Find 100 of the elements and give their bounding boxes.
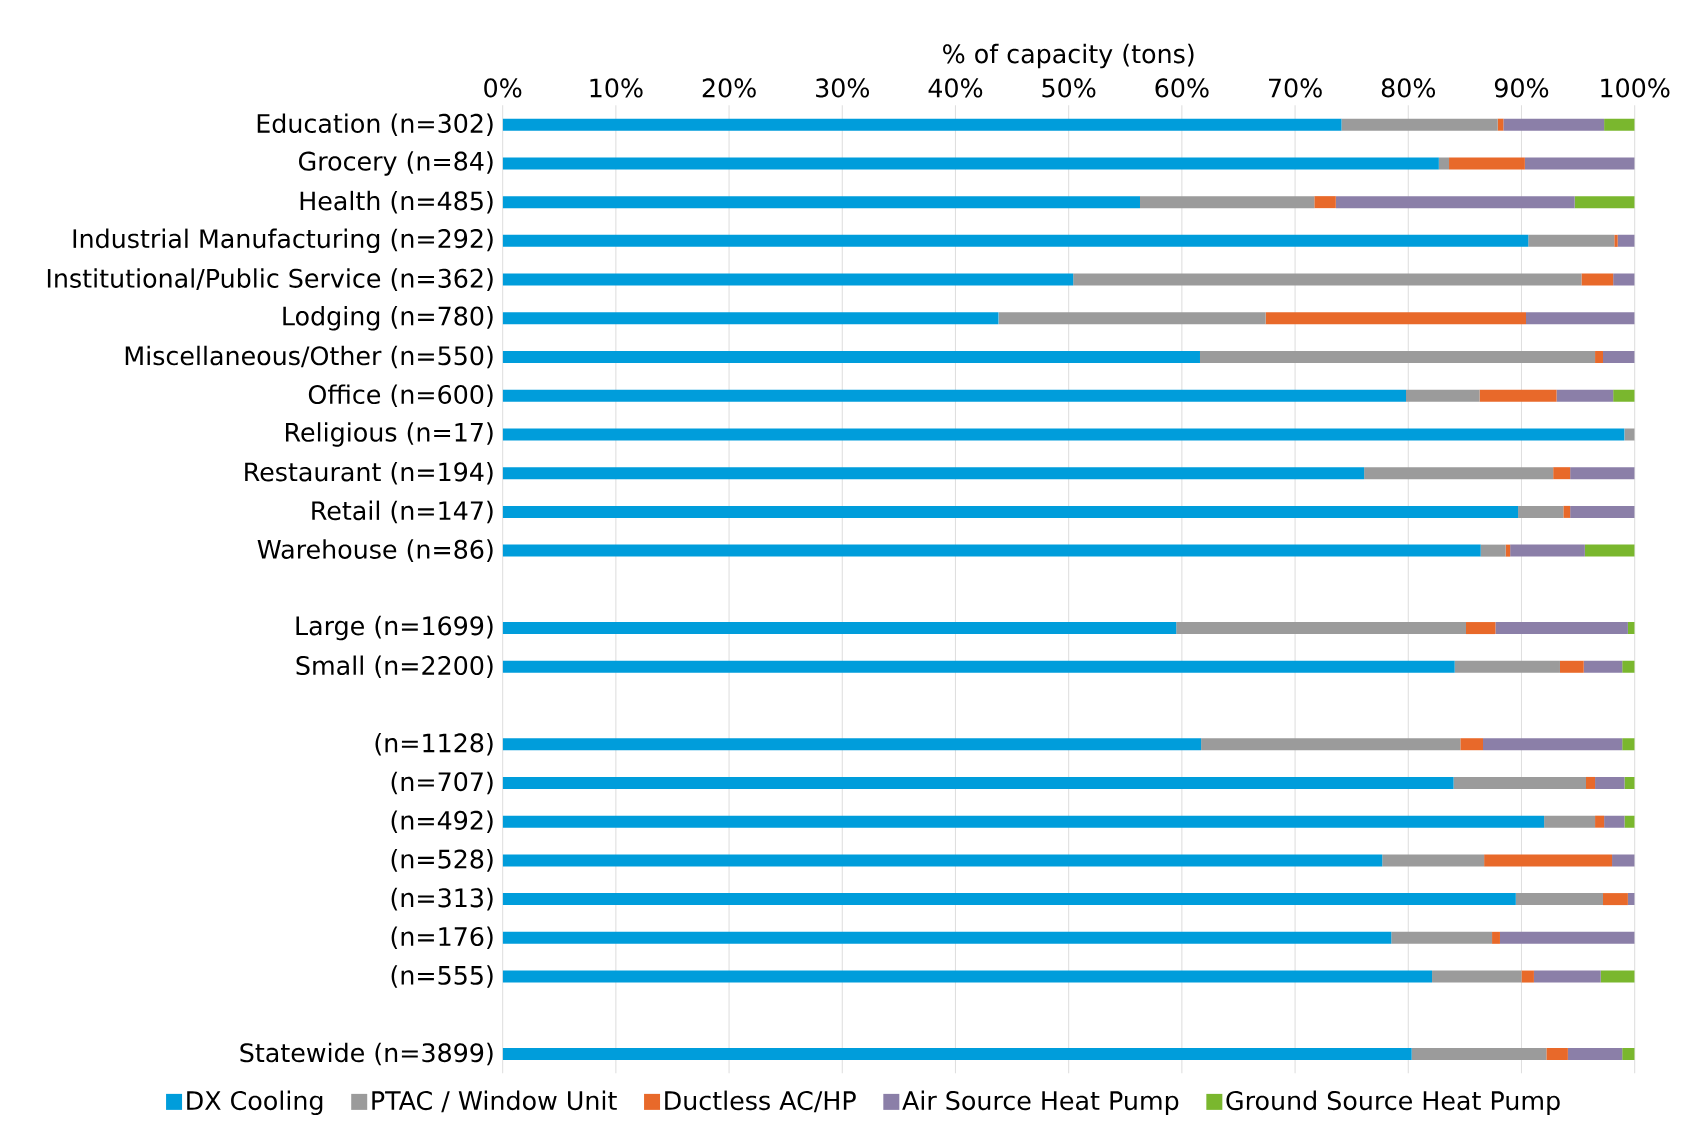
bar bbox=[1595, 776, 1625, 789]
bar bbox=[1595, 351, 1603, 364]
bar bbox=[1449, 157, 1525, 170]
bar bbox=[1524, 157, 1635, 170]
bar bbox=[1314, 196, 1336, 209]
y-tick-label: (n=528) bbox=[391, 849, 493, 872]
bar bbox=[1559, 660, 1584, 673]
bar bbox=[1622, 738, 1635, 751]
bar bbox=[1528, 234, 1615, 247]
bar bbox=[1521, 970, 1534, 983]
bar bbox=[1518, 505, 1564, 518]
y-tick-label: (n=707) bbox=[391, 771, 493, 795]
bar bbox=[502, 196, 1140, 209]
y-tick-label: Office (n=600) bbox=[308, 384, 493, 408]
bar bbox=[1391, 931, 1493, 944]
bar bbox=[502, 312, 999, 325]
bar bbox=[502, 622, 1177, 635]
bar bbox=[1492, 931, 1500, 944]
bar bbox=[502, 931, 1392, 944]
x-tick-label: 0% bbox=[484, 78, 522, 98]
bar bbox=[1614, 234, 1618, 247]
y-tick-label: (n=313) bbox=[391, 887, 493, 911]
bar bbox=[1617, 234, 1635, 247]
bar bbox=[1556, 389, 1614, 402]
bar bbox=[1570, 467, 1635, 480]
bar bbox=[1604, 118, 1635, 131]
y-tick-label: Religious (n=17) bbox=[286, 422, 493, 447]
legend-label: Ground Source Heat Pump bbox=[1226, 1090, 1560, 1116]
y-tick-label: (n=1128) bbox=[375, 732, 493, 756]
bar bbox=[1546, 1047, 1568, 1060]
bar bbox=[1584, 544, 1635, 557]
x-tick-label: 60% bbox=[1155, 78, 1209, 98]
bar bbox=[1612, 854, 1635, 867]
bar bbox=[1624, 428, 1635, 441]
bar bbox=[1432, 970, 1522, 983]
bar bbox=[502, 660, 1455, 673]
y-tick-label: Restaurant (n=194) bbox=[245, 461, 493, 485]
bar bbox=[1613, 389, 1635, 402]
bar bbox=[1482, 738, 1623, 751]
bar bbox=[998, 312, 1266, 325]
bar bbox=[1624, 815, 1635, 828]
bar bbox=[1199, 351, 1596, 364]
bar bbox=[1454, 660, 1560, 673]
bar bbox=[1335, 196, 1575, 209]
y-tick-label: Miscellaneous/Other (n=550) bbox=[125, 345, 493, 369]
y-tick-label: (n=555) bbox=[391, 965, 493, 988]
bar bbox=[1567, 1047, 1623, 1060]
x-tick-label: 100% bbox=[1601, 78, 1670, 98]
bar bbox=[1602, 351, 1635, 364]
bar bbox=[1563, 505, 1571, 518]
bar bbox=[1382, 854, 1485, 867]
bar bbox=[1460, 738, 1483, 751]
y-tick-label: Statewide (n=3899) bbox=[240, 1042, 493, 1066]
bar bbox=[1499, 931, 1635, 944]
x-tick-label: 90% bbox=[1494, 78, 1549, 98]
x-tick-label: 20% bbox=[702, 78, 756, 98]
bar bbox=[1364, 467, 1554, 480]
legend-label: PTAC / Window Unit bbox=[372, 1090, 617, 1113]
legend-label: Air Source Heat Pump bbox=[902, 1090, 1179, 1116]
y-tick-label: Industrial Manufacturing (n=292) bbox=[73, 228, 493, 254]
bar bbox=[1480, 544, 1506, 557]
bar bbox=[1411, 1047, 1547, 1060]
bar bbox=[502, 467, 1365, 480]
bar bbox=[1624, 776, 1635, 789]
bar bbox=[1453, 776, 1586, 789]
x-tick-label: 10% bbox=[590, 78, 643, 98]
y-tick-label: Lodging (n=780) bbox=[283, 306, 493, 331]
y-tick-label: Institutional/Public Service (n=362) bbox=[47, 268, 493, 291]
bar bbox=[502, 970, 1433, 983]
y-tick-label: (n=176) bbox=[391, 926, 493, 950]
legend-label: Ductless AC/HP bbox=[665, 1090, 856, 1113]
y-tick-label: Health (n=485) bbox=[300, 190, 493, 214]
bar bbox=[1622, 1047, 1635, 1060]
bar bbox=[1622, 660, 1635, 673]
bar bbox=[502, 273, 1074, 286]
bar bbox=[1526, 312, 1635, 325]
x-tick-label: 30% bbox=[816, 78, 870, 98]
bar bbox=[502, 157, 1439, 170]
x-tick-label: 40% bbox=[928, 78, 983, 98]
bar bbox=[1341, 118, 1498, 131]
bar bbox=[1466, 622, 1496, 635]
bar bbox=[1406, 389, 1480, 402]
y-tick-label: Small (n=2200) bbox=[296, 655, 493, 679]
bar bbox=[1533, 970, 1601, 983]
y-tick-label: Education (n=302) bbox=[257, 113, 493, 136]
bar bbox=[502, 351, 1200, 364]
x-axis-title: % of capacity (tons) bbox=[943, 43, 1194, 69]
bar bbox=[1139, 196, 1315, 209]
bar bbox=[1495, 622, 1628, 635]
bar bbox=[502, 505, 1519, 518]
bar bbox=[1581, 273, 1614, 286]
bar bbox=[502, 738, 1202, 751]
bar bbox=[502, 815, 1545, 828]
x-tick-label: 70% bbox=[1268, 78, 1322, 98]
bar bbox=[1602, 893, 1628, 906]
y-tick-label: Grocery (n=84) bbox=[299, 151, 493, 176]
bar bbox=[1176, 622, 1467, 635]
bar bbox=[1515, 893, 1603, 906]
bar bbox=[1595, 815, 1605, 828]
bar bbox=[502, 1047, 1412, 1060]
